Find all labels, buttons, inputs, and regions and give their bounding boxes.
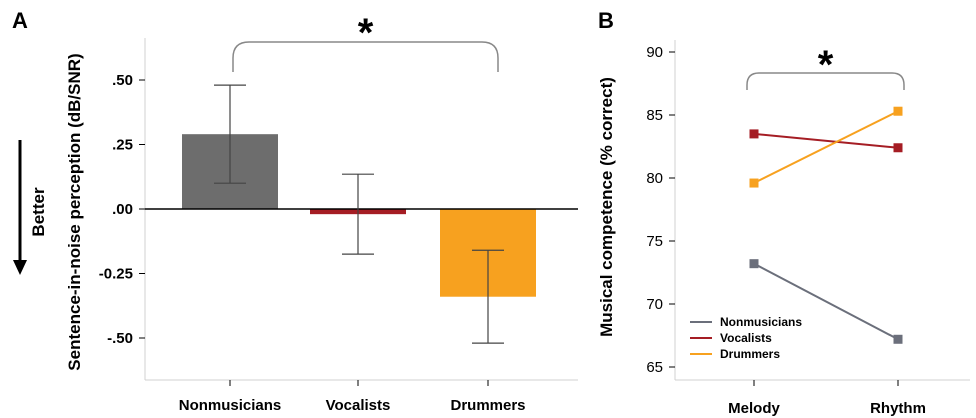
panel-a-y-tick-label: -0.25 — [99, 266, 133, 283]
series-line — [753, 132, 899, 149]
panel-b-y-tick-label: 80 — [646, 170, 663, 187]
panel-b-legend: Nonmusicians Vocalists Drummers — [690, 315, 802, 361]
panel-a-bar-chart: A Sentence-in-noise perception (dB/SNR) … — [12, 8, 578, 414]
better-label: Better — [29, 187, 48, 237]
legend-item-vocalists: Vocalists — [690, 331, 772, 345]
panel-b-y-tick-label: 90 — [646, 44, 663, 61]
panel-a-y-tick-label: .00 — [112, 201, 133, 218]
panel-a-letter: A — [12, 8, 28, 33]
panel-b-significance-star: * — [818, 43, 834, 87]
panel-a-y-tick-label: -.50 — [107, 330, 133, 347]
panel-b-series — [749, 106, 903, 344]
panel-a-significance-star: * — [358, 11, 374, 55]
panel-b-significance-bracket — [746, 72, 905, 90]
error-bar-vocalists — [342, 173, 374, 255]
panel-a-x-label-nonmusicians: Nonmusicians — [179, 397, 282, 414]
panel-a-y-ticks: .50 .25 .00 -0.25 -.50 — [99, 72, 145, 347]
legend-item-nonmusicians: Nonmusicians — [690, 315, 802, 329]
panel-a-bars — [182, 134, 536, 297]
panel-a-significance-bracket — [232, 41, 499, 72]
panel-a-y-tick-label: .25 — [112, 137, 133, 154]
data-point — [893, 106, 903, 116]
panel-b-y-axis-title: Musical competence (% correct) — [597, 77, 616, 337]
data-point — [893, 334, 903, 344]
better-arrow — [13, 140, 27, 275]
panel-a-error-bars — [214, 84, 504, 344]
legend-label: Vocalists — [720, 331, 772, 345]
error-bar-drummers — [472, 249, 504, 344]
panel-a-x-label-drummers: Drummers — [450, 397, 525, 414]
panel-a-x-labels: Nonmusicians Vocalists Drummers — [179, 380, 526, 414]
data-point — [749, 129, 759, 139]
panel-a-y-tick-label: .50 — [112, 72, 133, 89]
panel-b-x-label-rhythm: Rhythm — [870, 400, 926, 417]
panel-a-x-label-vocalists: Vocalists — [326, 397, 391, 414]
data-point — [893, 143, 903, 153]
data-point — [749, 178, 759, 188]
legend-item-drummers: Drummers — [690, 347, 780, 361]
error-bar-nonmusicians — [214, 84, 246, 184]
panel-b-y-ticks: 65 70 75 80 85 90 — [646, 44, 675, 376]
panel-b-letter: B — [598, 8, 614, 33]
panel-b-line-chart: B Musical competence (% correct) 65 70 75 8… — [597, 8, 970, 417]
panel-b-y-tick-label: 65 — [646, 359, 663, 376]
better-arrow-head — [13, 260, 27, 275]
panel-b-y-tick-label: 75 — [646, 233, 663, 250]
panel-b-y-tick-label: 85 — [646, 107, 663, 124]
panel-b-y-tick-label: 70 — [646, 296, 663, 313]
panel-a-y-axis-title: Sentence-in-noise perception (dB/SNR) — [65, 53, 84, 370]
legend-label: Nonmusicians — [720, 315, 802, 329]
series-nonmusicians — [749, 259, 903, 344]
panel-b-x-label-melody: Melody — [728, 400, 780, 417]
data-point — [749, 259, 759, 269]
panel-b-x-labels: Melody Rhythm — [728, 380, 926, 417]
series-drummers — [749, 106, 903, 188]
series-line — [753, 110, 899, 184]
series-vocalists — [749, 129, 903, 153]
legend-label: Drummers — [720, 347, 780, 361]
series-line — [753, 262, 899, 341]
